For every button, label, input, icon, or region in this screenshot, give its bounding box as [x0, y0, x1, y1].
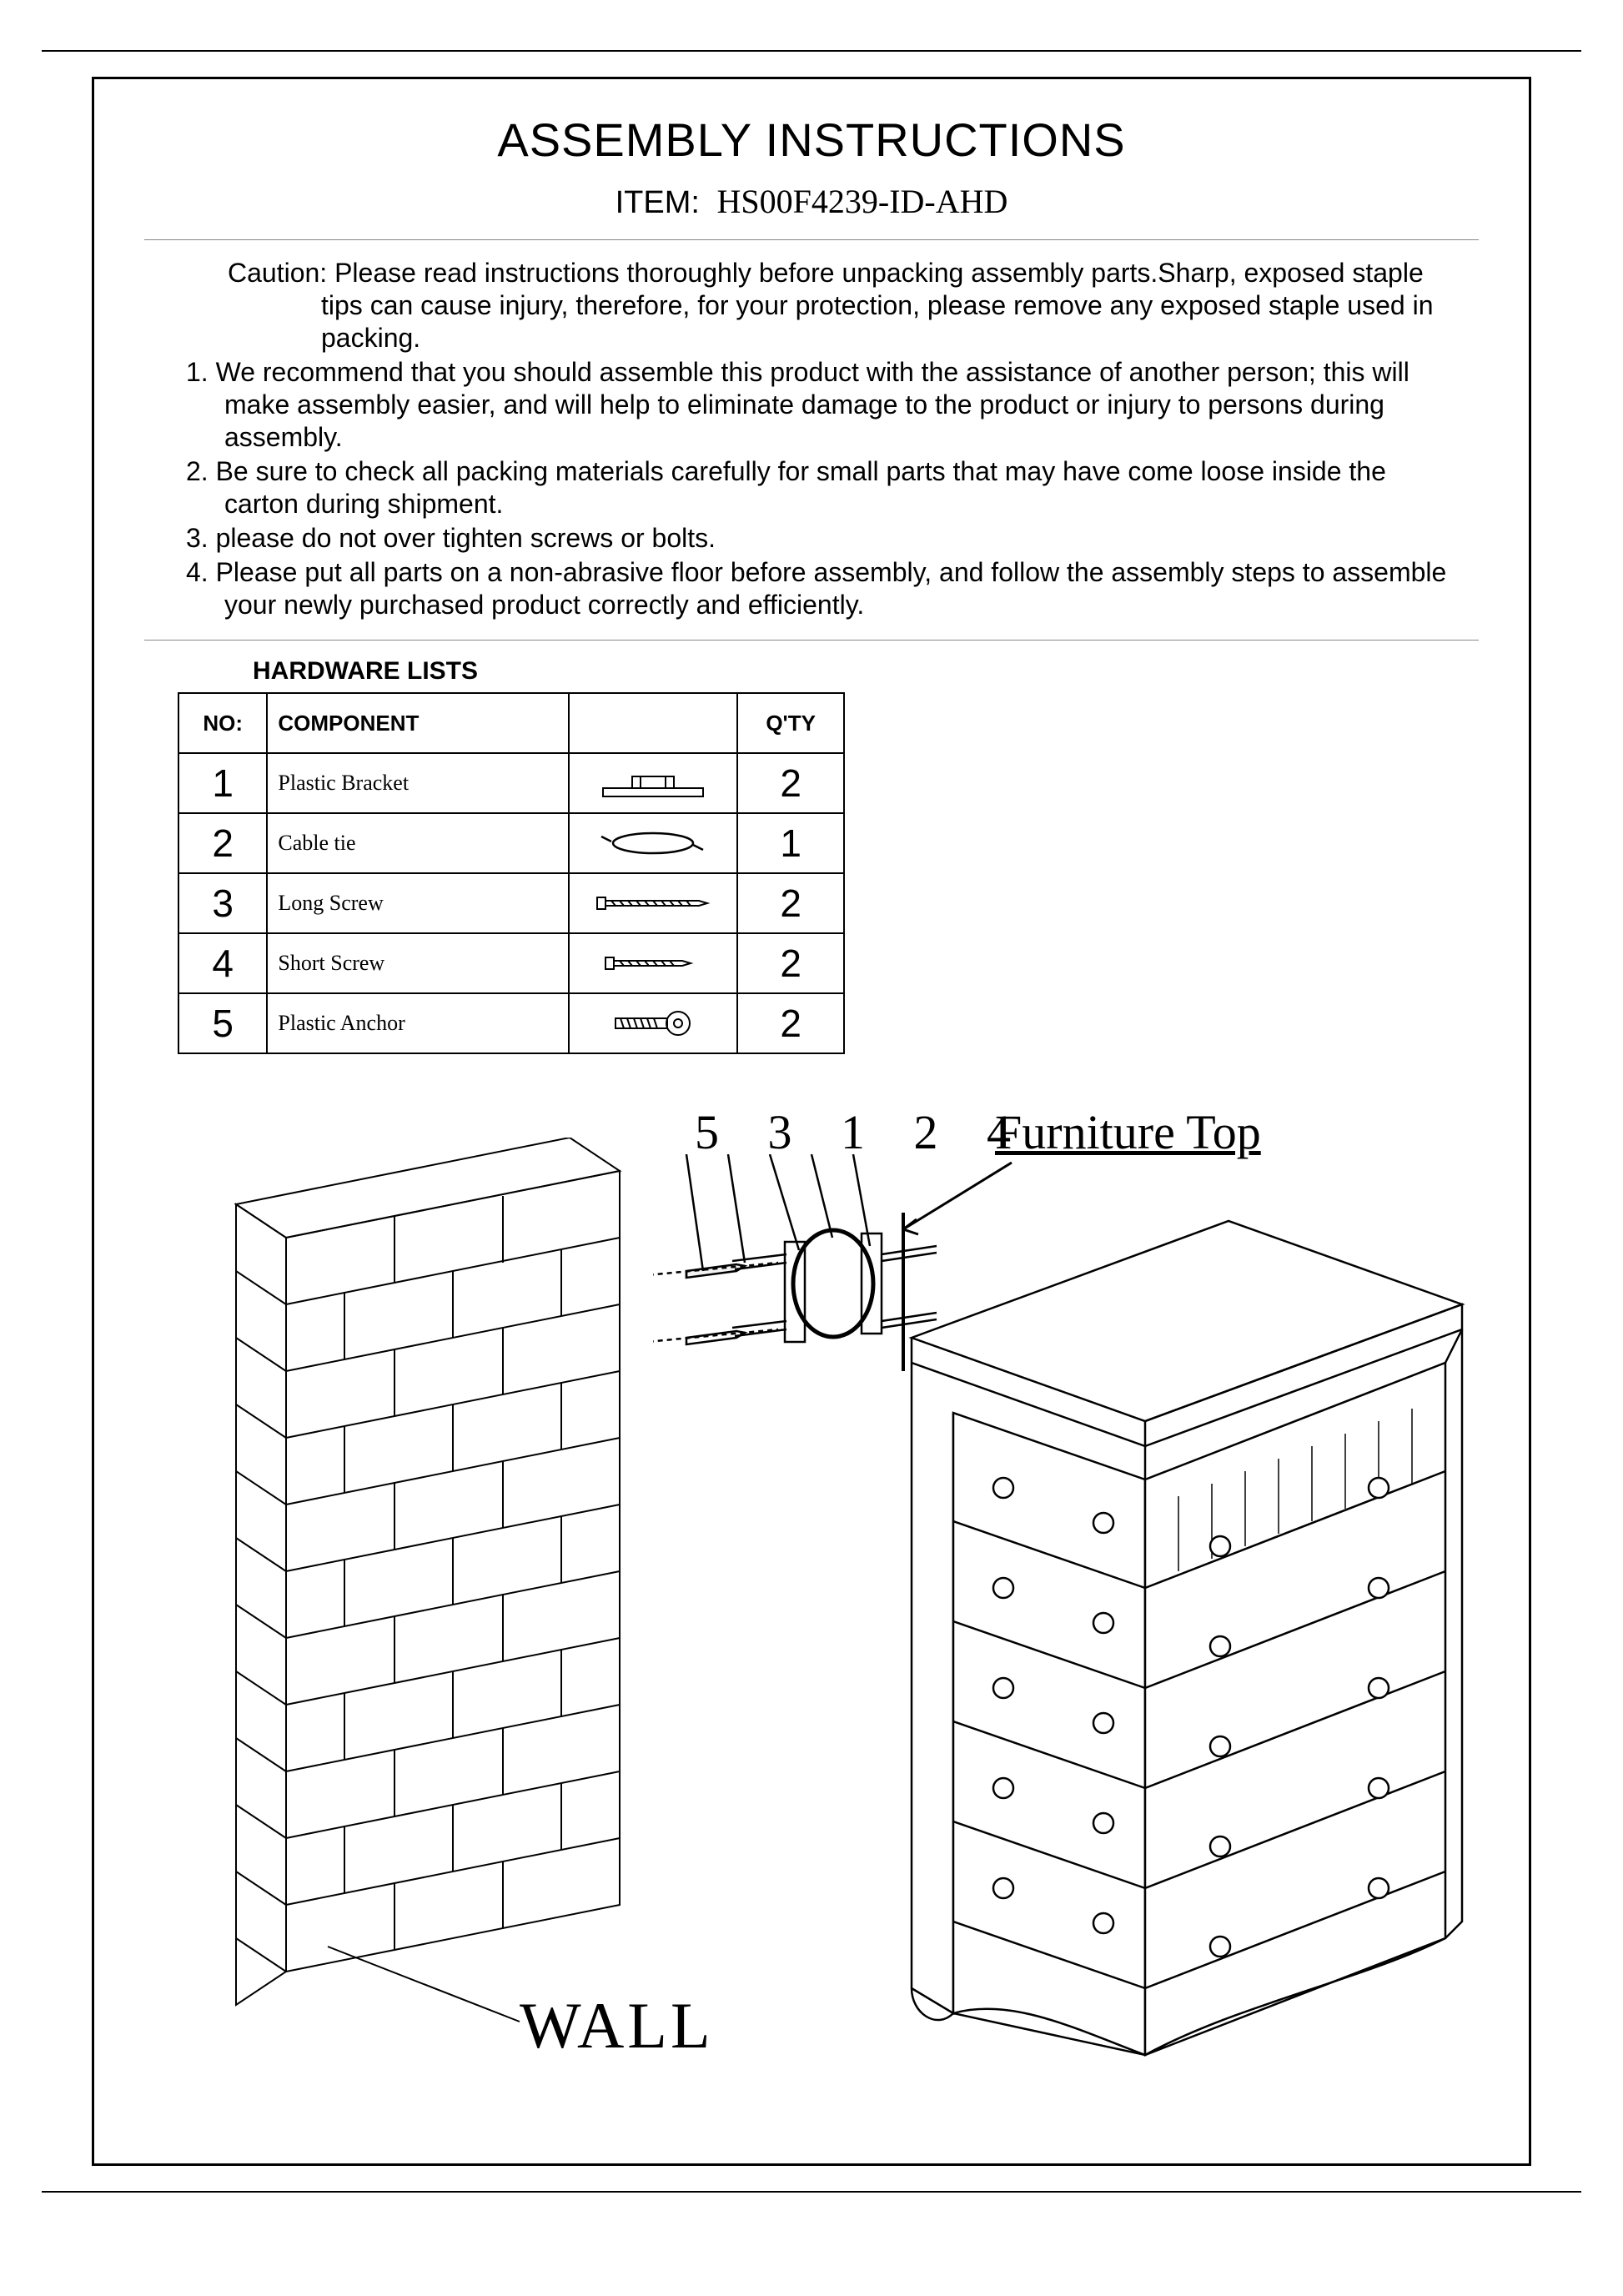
callout-numbers: 5 3 1 2 4 — [695, 1104, 1029, 1160]
page-title: ASSEMBLY INSTRUCTIONS — [136, 113, 1487, 167]
header-comp: COMPONENT — [267, 693, 569, 753]
cell-no: 1 — [178, 753, 267, 813]
cell-qty: 2 — [737, 993, 844, 1053]
caution-block: Caution: Please read instructions thorou… — [136, 257, 1487, 640]
table-row: 3 Long Screw 2 — [178, 873, 844, 933]
table-row: 5 Plastic Anchor 2 — [178, 993, 844, 1053]
note-4: 4. Please put all parts on a non-abrasiv… — [186, 556, 1454, 621]
cell-no: 3 — [178, 873, 267, 933]
cell-no: 4 — [178, 933, 267, 993]
bracket-icon — [569, 753, 737, 813]
furniture-top-label: Furniture Top — [995, 1104, 1261, 1160]
cell-no: 5 — [178, 993, 267, 1053]
item-code: HS00F4239-ID-AHD — [717, 183, 1008, 220]
cell-qty: 2 — [737, 753, 844, 813]
header-qty: Q'TY — [737, 693, 844, 753]
short-screw-icon — [569, 933, 737, 993]
header-icon — [569, 693, 737, 753]
assembly-diagram: 5 3 1 2 4 Furniture Top WALL — [136, 1104, 1487, 2122]
cell-qty: 2 — [737, 933, 844, 993]
caution-text: Caution: Please read instructions thorou… — [186, 257, 1454, 354]
table-row: 2 Cable tie 1 — [178, 813, 844, 873]
document-frame: ASSEMBLY INSTRUCTIONS ITEM: HS00F4239-ID… — [92, 77, 1531, 2166]
divider — [144, 640, 1479, 641]
header-no: NO: — [178, 693, 267, 753]
cell-comp: Short Screw — [267, 933, 569, 993]
note-3: 3. please do not over tighten screws or … — [186, 522, 1454, 555]
dresser-drawing — [862, 1204, 1495, 2088]
note-2: 2. Be sure to check all packing material… — [186, 455, 1454, 520]
note-1: 1. We recommend that you should assemble… — [186, 356, 1454, 454]
hardware-table: NO: COMPONENT Q'TY 1 Plastic Bracket — [178, 692, 845, 1054]
table-row: 1 Plastic Bracket 2 — [178, 753, 844, 813]
cable-tie-icon — [569, 813, 737, 873]
cell-no: 2 — [178, 813, 267, 873]
item-line: ITEM: HS00F4239-ID-AHD — [136, 182, 1487, 221]
cell-qty: 1 — [737, 813, 844, 873]
cell-comp: Long Screw — [267, 873, 569, 933]
table-header-row: NO: COMPONENT Q'TY — [178, 693, 844, 753]
divider — [144, 239, 1479, 240]
cell-comp: Plastic Bracket — [267, 753, 569, 813]
anchor-icon — [569, 993, 737, 1053]
table-row: 4 Short Screw 2 — [178, 933, 844, 993]
wall-drawing — [169, 1138, 686, 2055]
cell-qty: 2 — [737, 873, 844, 933]
cell-comp: Cable tie — [267, 813, 569, 873]
item-label: ITEM: — [616, 185, 700, 220]
cell-comp: Plastic Anchor — [267, 993, 569, 1053]
long-screw-icon — [569, 873, 737, 933]
hardware-title: HARDWARE LISTS — [136, 657, 1487, 686]
